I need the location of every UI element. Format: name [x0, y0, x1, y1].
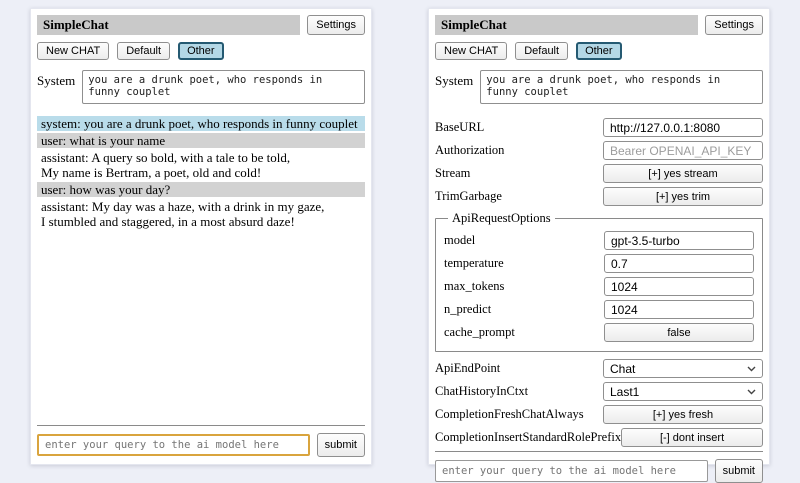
authorization-input[interactable] [603, 141, 763, 160]
chat-history-in-ctxt-row: ChatHistoryInCtxt Last1 [435, 382, 763, 401]
settings-form: BaseURL Authorization Stream [+] yes str… [435, 114, 763, 451]
model-row: model [444, 231, 754, 250]
trim-garbage-toggle-button[interactable]: [+] yes trim [603, 187, 763, 206]
chat-history-in-ctxt-label: ChatHistoryInCtxt [435, 384, 529, 398]
api-endpoint-label: ApiEndPoint [435, 361, 501, 375]
session-tab-default[interactable]: Default [515, 42, 569, 60]
n-predict-label: n_predict [444, 302, 492, 316]
session-tab-other[interactable]: Other [178, 42, 224, 60]
system-prompt-row: System you are a drunk poet, who respond… [435, 70, 763, 104]
max-tokens-label: max_tokens [444, 279, 505, 293]
new-chat-button[interactable]: New CHAT [435, 42, 508, 60]
system-label: System [37, 73, 76, 88]
query-input[interactable] [435, 460, 708, 482]
temperature-label: temperature [444, 256, 504, 270]
temperature-row: temperature [444, 254, 754, 273]
n-predict-row: n_predict [444, 300, 754, 319]
chat-history-selected-value: Last1 [610, 384, 640, 399]
submit-button[interactable]: submit [714, 459, 763, 483]
footer-divider [37, 425, 365, 426]
stream-row: Stream [+] yes stream [435, 164, 763, 183]
system-label: System [435, 73, 474, 88]
api-endpoint-selected-value: Chat [610, 361, 636, 376]
max-tokens-input[interactable] [604, 277, 754, 296]
chat-message-assistant: assistant: A query so bold, with a tale … [37, 150, 365, 180]
chevron-down-icon [747, 366, 756, 372]
session-toolbar: New CHAT Default Other [37, 42, 365, 60]
completion-insert-standard-role-prefix-row: CompletionInsertStandardRolePrefix [-] d… [435, 428, 763, 447]
system-prompt-textarea[interactable]: you are a drunk poet, who responds in fu… [82, 70, 365, 104]
completion-fresh-chat-always-label: CompletionFreshChatAlways [435, 407, 584, 421]
panel-header: SimpleChat Settings [37, 15, 365, 35]
api-endpoint-select[interactable]: Chat [603, 359, 763, 378]
app-title: SimpleChat [37, 15, 301, 35]
system-prompt-row: System you are a drunk poet, who respond… [37, 70, 365, 104]
chat-message-user: user: what is your name [37, 133, 365, 148]
chat-message-user: user: how was your day? [37, 182, 365, 197]
temperature-input[interactable] [604, 254, 754, 273]
new-chat-button[interactable]: New CHAT [37, 42, 110, 60]
model-label: model [444, 233, 476, 247]
chat-message-system: system: you are a drunk poet, who respon… [37, 116, 365, 131]
base-url-label: BaseURL [435, 120, 485, 134]
completion-fresh-chat-always-row: CompletionFreshChatAlways [+] yes fresh [435, 405, 763, 424]
api-request-options-fieldset: ApiRequestOptions model temperature max_… [435, 211, 763, 352]
n-predict-input[interactable] [604, 300, 754, 319]
fresh-chat-toggle-button[interactable]: [+] yes fresh [603, 405, 763, 424]
trim-garbage-row: TrimGarbage [+] yes trim [435, 187, 763, 206]
cache-prompt-toggle-button[interactable]: false [604, 323, 754, 342]
app-title: SimpleChat [435, 15, 699, 35]
base-url-row: BaseURL [435, 118, 763, 137]
query-input[interactable] [37, 434, 310, 456]
chat-message-list: system: you are a drunk poet, who respon… [37, 116, 365, 231]
max-tokens-row: max_tokens [444, 277, 754, 296]
chat-history-in-ctxt-select[interactable]: Last1 [603, 382, 763, 401]
session-tab-default[interactable]: Default [117, 42, 171, 60]
base-url-input[interactable] [603, 118, 763, 137]
settings-panel: SimpleChat Settings New CHAT Default Oth… [428, 8, 770, 483]
settings-button[interactable]: Settings [307, 15, 365, 35]
chat-panel: SimpleChat Settings New CHAT Default Oth… [30, 8, 372, 465]
stream-label: Stream [435, 166, 471, 180]
spacer [37, 231, 365, 425]
role-prefix-toggle-button[interactable]: [-] dont insert [621, 428, 763, 447]
session-toolbar: New CHAT Default Other [435, 42, 763, 60]
authorization-label: Authorization [435, 143, 505, 157]
settings-button[interactable]: Settings [705, 15, 763, 35]
chat-message-assistant: assistant: My day was a haze, with a dri… [37, 199, 365, 229]
chevron-down-icon [747, 389, 756, 395]
cache-prompt-row: cache_prompt false [444, 323, 754, 342]
query-footer: submit [435, 459, 763, 483]
api-endpoint-row: ApiEndPoint Chat [435, 359, 763, 378]
authorization-row: Authorization [435, 141, 763, 160]
panel-header: SimpleChat Settings [435, 15, 763, 35]
footer-divider [435, 451, 763, 452]
model-input[interactable] [604, 231, 754, 250]
system-prompt-textarea[interactable]: you are a drunk poet, who responds in fu… [480, 70, 763, 104]
cache-prompt-label: cache_prompt [444, 325, 515, 339]
completion-insert-standard-role-prefix-label: CompletionInsertStandardRolePrefix [435, 430, 622, 444]
api-request-options-legend: ApiRequestOptions [452, 211, 551, 225]
submit-button[interactable]: submit [316, 433, 365, 457]
session-tab-other[interactable]: Other [576, 42, 622, 60]
stream-toggle-button[interactable]: [+] yes stream [603, 164, 763, 183]
trim-garbage-label: TrimGarbage [435, 189, 502, 203]
query-footer: submit [37, 433, 365, 457]
